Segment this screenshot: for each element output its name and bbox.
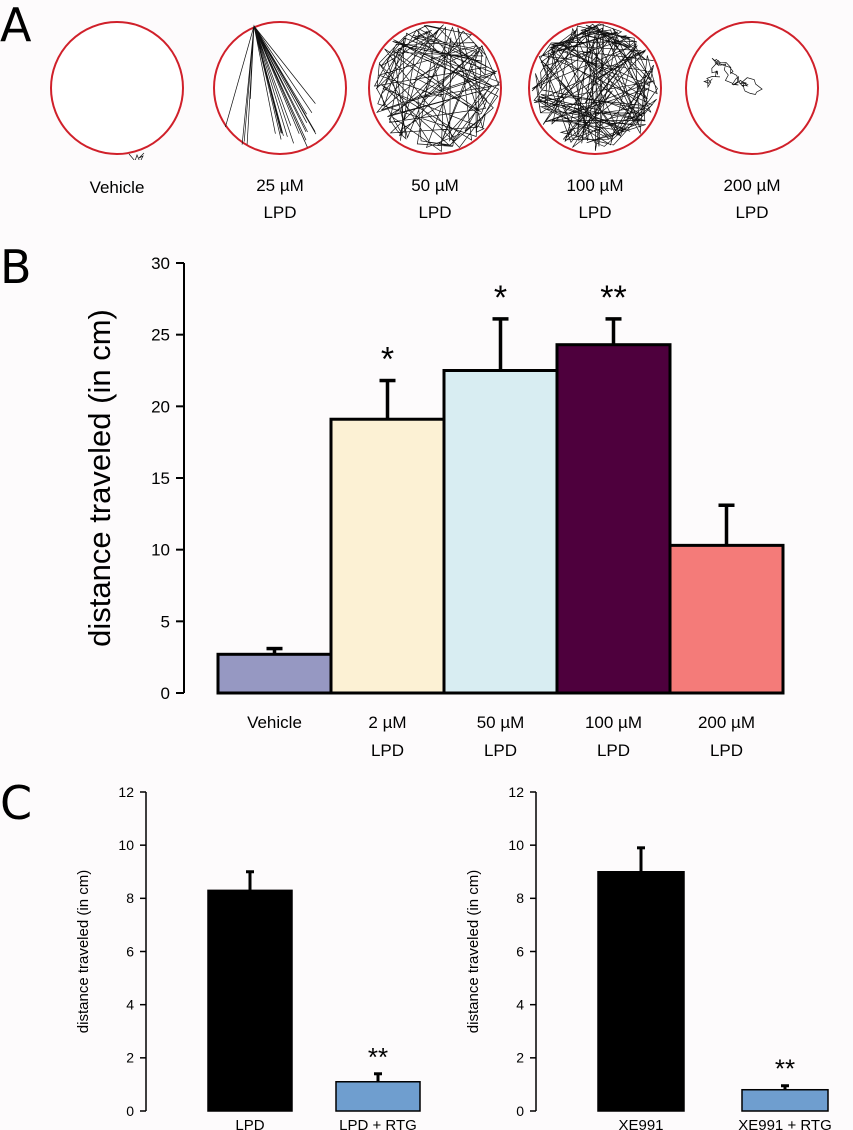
movement-track: [225, 24, 317, 148]
category-label-line2: LPD: [597, 741, 630, 760]
bar: [741, 1088, 829, 1112]
arena-label-line1: 50 µM: [411, 176, 459, 195]
arena-1: [50, 21, 184, 160]
y-tick-label: 15: [151, 469, 170, 488]
bar: [335, 1081, 421, 1112]
arena-boundary: [50, 21, 184, 155]
arena-label-line2: LPD: [418, 203, 452, 222]
arena-label-line2: LPD: [735, 203, 769, 222]
y-tick-label: 6: [126, 943, 134, 959]
y-tick-label: 12: [118, 784, 134, 800]
significance-marker: *: [494, 279, 507, 317]
category-label: LPD + RTG: [339, 1117, 417, 1130]
arena-5: [685, 21, 819, 155]
chart-b-distance-by-dose: 0 5 10 15 20 25 30 distance traveled (in cm) Veh…: [82, 254, 785, 760]
category-label-line2: LPD: [710, 741, 743, 760]
category-label: 100 µM: [585, 713, 642, 732]
chart-c2-xe991-rtg: 0 2 4 6 8 10 12 distance traveled (in cm) XE991 *…: [465, 784, 832, 1130]
category-label: XE991 + RTG: [738, 1117, 832, 1130]
y-tick-label: 2: [516, 1050, 524, 1066]
y-tick-label: 0: [516, 1103, 524, 1119]
y-axis-label: distance traveled (in cm): [82, 309, 117, 647]
bar: [207, 889, 293, 1112]
movement-track: [703, 57, 763, 95]
y-tick-label: 10: [508, 837, 524, 853]
arena-label-line1: Vehicle: [89, 178, 145, 197]
category-label: 50 µM: [477, 713, 525, 732]
y-tick-label: 25: [151, 326, 170, 345]
panel-letter-b: B: [0, 240, 32, 294]
y-tick-label: 0: [126, 1103, 134, 1119]
y-tick-label: 4: [126, 997, 134, 1013]
y-tick-label: 5: [161, 612, 170, 631]
y-tick-label: 10: [151, 541, 170, 560]
arena-4: [528, 21, 662, 155]
movement-track: [373, 24, 500, 153]
y-tick-label: 4: [516, 997, 524, 1013]
category-label-line2: LPD: [371, 741, 404, 760]
arena-label: Vehicle: [52, 174, 182, 201]
panel-letter-c: C: [0, 776, 33, 830]
bar: [329, 417, 446, 695]
arena-label: 50 µM LPD: [370, 172, 500, 226]
arena-label-line1: 100 µM: [566, 176, 624, 195]
chart-c1-lpd-rtg: 0 2 4 6 8 10 12 distance traveled (in cm) LPD ** L…: [75, 784, 421, 1130]
y-tick-label: 20: [151, 397, 170, 416]
category-label: LPD: [235, 1117, 264, 1130]
bar: [555, 343, 672, 695]
y-tick-label: 6: [516, 943, 524, 959]
movement-track: [128, 152, 145, 160]
significance-marker: **: [775, 1054, 795, 1084]
y-tick-label: 10: [118, 837, 134, 853]
arena-label-line1: 200 µM: [723, 176, 781, 195]
y-tick-label: 0: [161, 684, 170, 703]
significance-marker: **: [600, 279, 626, 317]
significance-marker: *: [381, 341, 394, 379]
category-label-line2: LPD: [484, 741, 517, 760]
arena-label-line2: LPD: [578, 203, 612, 222]
y-tick-label: 8: [516, 890, 524, 906]
arena-label-line2: LPD: [263, 203, 297, 222]
bar: [442, 369, 559, 695]
category-label: 200 µM: [698, 713, 755, 732]
y-tick-label: 2: [126, 1050, 134, 1066]
arena-boundary: [685, 21, 819, 155]
y-tick-label: 12: [508, 784, 524, 800]
arena-label: 100 µM LPD: [530, 172, 660, 226]
y-axis-label: distance traveled (in cm): [465, 870, 482, 1033]
panel-letter-a: A: [0, 0, 32, 52]
category-label: Vehicle: [247, 713, 302, 732]
arena-label: 200 µM LPD: [687, 172, 817, 226]
bar: [597, 871, 685, 1112]
arena-label: 25 µM LPD: [215, 172, 345, 226]
category-label: 2 µM: [368, 713, 406, 732]
y-axis-label: distance traveled (in cm): [75, 870, 92, 1033]
arena-2: [213, 21, 347, 155]
significance-marker: **: [368, 1042, 388, 1072]
y-tick-label: 30: [151, 254, 170, 273]
arena-3: [368, 21, 502, 155]
bar: [668, 543, 785, 695]
bar: [216, 652, 333, 695]
category-label: XE991: [618, 1117, 663, 1130]
y-tick-label: 8: [126, 890, 134, 906]
arena-label-line1: 25 µM: [256, 176, 304, 195]
movement-track: [531, 23, 658, 151]
